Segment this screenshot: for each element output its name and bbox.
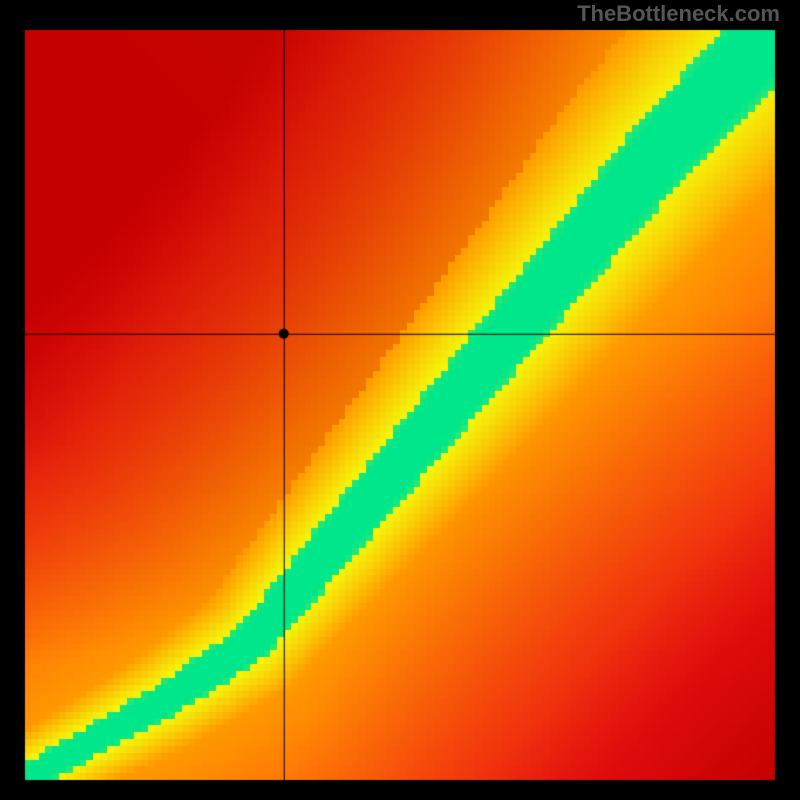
bottleneck-heatmap: [0, 0, 800, 800]
watermark-label: TheBottleneck.com: [577, 1, 780, 27]
